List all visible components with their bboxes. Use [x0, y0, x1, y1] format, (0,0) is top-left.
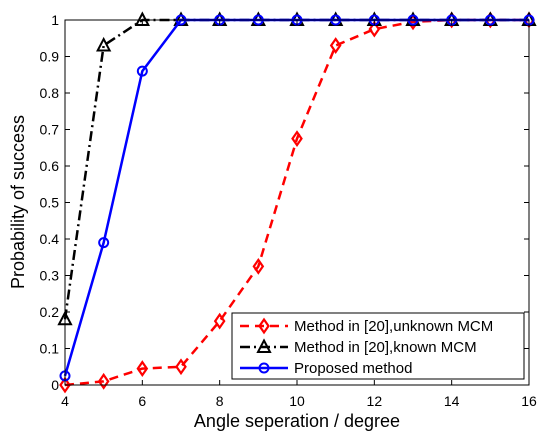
y-tick-label-1: 0.1 [40, 341, 60, 357]
series-0-point-5 [252, 257, 265, 275]
series-2-point-1 [98, 237, 110, 249]
legend: Method in [20],unknown MCM Method in [20]… [231, 312, 525, 380]
x-tick-label-5: 14 [444, 393, 460, 409]
series-0-point-2 [136, 360, 149, 378]
x-tick-label-6: 16 [521, 393, 537, 409]
series-0-point-7 [329, 37, 342, 54]
series-0-point-8 [368, 20, 381, 38]
series-0-point-3 [175, 358, 187, 376]
y-tick-label-3: 0.3 [40, 268, 60, 284]
legend-marker-0 [258, 317, 270, 335]
legend-label-1: Method in [20],known MCM [294, 339, 477, 356]
legend-marker-2 [258, 362, 270, 374]
y-tick-label-4: 0.4 [40, 231, 60, 247]
ticks-layer: 4 6 8 10 12 14 16 0 0.1 0.2 0.3 0.4 0.5 0.6 0.7 0.8 0.9 1 [40, 12, 537, 409]
x-tick-label-3: 10 [289, 393, 305, 409]
y-tick-label-7: 0.7 [40, 122, 60, 138]
y-tick-label-6: 0.6 [40, 158, 60, 174]
series-0-point-0 [59, 376, 71, 394]
y-tick-label-2: 0.2 [40, 304, 60, 320]
y-tick-label-10: 1 [51, 12, 59, 28]
series-0-point-1 [97, 372, 110, 390]
x-tick-label-2: 8 [216, 393, 224, 409]
x-tick-label-1: 6 [138, 393, 146, 409]
legend-marker-1 [256, 338, 272, 353]
y-tick-label-9: 0.9 [40, 49, 60, 65]
series-0-point-6 [291, 130, 303, 148]
x-tick-label-4: 12 [367, 393, 383, 409]
y-axis-label: Probability of success [8, 115, 28, 289]
legend-label-0: Method in [20],unknown MCM [294, 318, 493, 335]
series-2-point-2 [136, 65, 148, 77]
y-tick-label-5: 0.5 [40, 195, 60, 211]
legend-label-2: Proposed method [294, 360, 412, 377]
x-tick-label-0: 4 [61, 393, 69, 409]
y-tick-label-0: 0 [51, 377, 59, 393]
series-0-point-4 [213, 312, 226, 330]
series-line-0 [64, 18, 529, 387]
y-tick-label-8: 0.8 [40, 85, 60, 101]
x-axis-label: Angle seperation / degree [194, 411, 400, 431]
series-1-point-1 [96, 36, 112, 52]
